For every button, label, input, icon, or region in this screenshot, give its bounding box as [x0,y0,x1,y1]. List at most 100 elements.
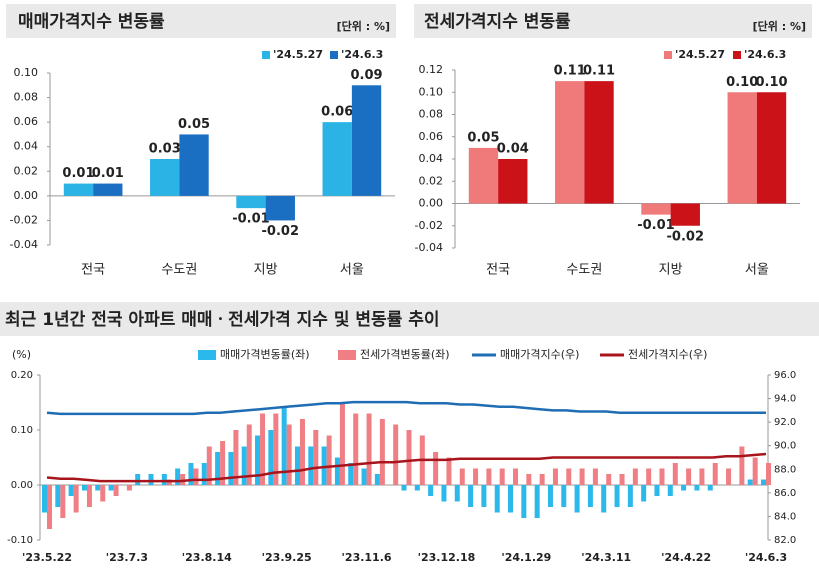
x-tick-label: '24.6.3 [745,551,787,564]
category-label: 서울 [745,263,769,278]
y2-tick-label: 82.0 [774,535,796,546]
bar [73,485,79,513]
chart-title: 전세가격지수 변동률 [424,12,571,32]
bar [555,81,585,204]
y-axis-label: (%) [12,348,31,361]
bar [246,424,252,485]
legend-swatch [330,51,338,59]
bar [654,485,660,496]
panel-header [414,4,812,38]
legend-label: 전세가격변동률(좌) [360,348,450,361]
bar [547,485,553,507]
data-label: -0.02 [667,229,704,244]
y-tick-label: 0.06 [14,115,39,128]
bar [401,485,407,491]
bar [86,485,92,507]
x-tick-label: '23.11.6 [342,551,392,564]
y2-tick-label: 86.0 [774,488,796,499]
y2-tick-label: 94.0 [774,394,796,405]
bar [334,457,340,485]
bar [641,203,671,215]
bar [265,195,295,221]
bar [206,446,212,485]
bar [201,463,207,485]
bar [752,457,758,485]
bar [592,468,598,485]
category-label: 서울 [340,263,364,278]
y-tick-label: 0.12 [419,63,444,76]
y-tick-label: -0.02 [10,213,38,226]
bar [113,485,119,496]
bar [508,485,514,513]
data-label: -0.01 [637,218,674,233]
bar [47,485,52,529]
bar [42,485,47,513]
y-tick-label: 0.08 [14,91,39,104]
legend-label: 매매가격변동률(좌) [220,348,310,361]
bar [446,457,452,485]
bar [747,479,753,485]
bar [148,474,154,485]
bar [228,452,234,485]
bar [606,474,612,485]
bar [100,485,106,502]
bar [326,435,332,485]
unit-label: [단위 : %] [337,19,390,33]
bar [281,408,287,485]
bar [374,474,380,485]
category-label: 전국 [486,263,510,278]
y2-tick-label: 92.0 [774,417,796,428]
bar [499,468,505,485]
bar [188,463,194,485]
y2-tick-label: 88.0 [774,464,796,475]
bar [135,474,141,485]
x-tick-label: '24.1.29 [501,551,551,564]
y-tick-label: 0.02 [14,164,39,177]
bar [473,468,479,485]
data-label: 0.05 [178,117,210,132]
y-tick-label: 0.00 [11,480,33,491]
bar [93,183,123,196]
data-label: 0.11 [554,64,586,79]
legend-swatch [664,51,672,59]
x-tick-label: '23.9.25 [262,551,312,564]
legend-swatch [198,350,216,360]
bar [686,468,692,485]
y-tick-label: 0.02 [419,174,444,187]
bar [260,413,266,485]
bar [526,474,532,485]
bar [627,485,633,507]
bar [175,468,181,485]
bar [81,485,87,491]
data-label: 0.04 [497,142,529,157]
bar [712,463,718,485]
bar [433,452,439,485]
bar [406,430,412,485]
y-tick-label: 0.10 [14,66,39,79]
bar [241,446,247,485]
y-tick-label: 0.04 [419,152,444,165]
y-tick-label: -0.02 [415,219,443,232]
bar [574,485,580,513]
x-tick-label: '23.12.18 [418,551,476,564]
y-tick-label: -0.04 [10,238,38,251]
bar [233,430,239,485]
bar [161,474,167,485]
bar [428,485,434,496]
bar [353,413,359,485]
y-tick-label: 0.20 [11,370,33,381]
category-label: 수도권 [161,263,197,278]
data-label: 0.11 [583,64,615,79]
x-tick-label: '23.8.14 [182,551,232,564]
line-series [46,400,766,416]
y-tick-label: -0.04 [415,241,443,254]
bar [294,446,300,485]
legend-swatch [262,51,270,59]
bar [393,424,399,485]
y2-tick-label: 96.0 [774,370,796,381]
bar [220,441,226,485]
legend-label: '24.6.3 [744,48,786,61]
bar [468,485,474,507]
bar [481,485,487,507]
